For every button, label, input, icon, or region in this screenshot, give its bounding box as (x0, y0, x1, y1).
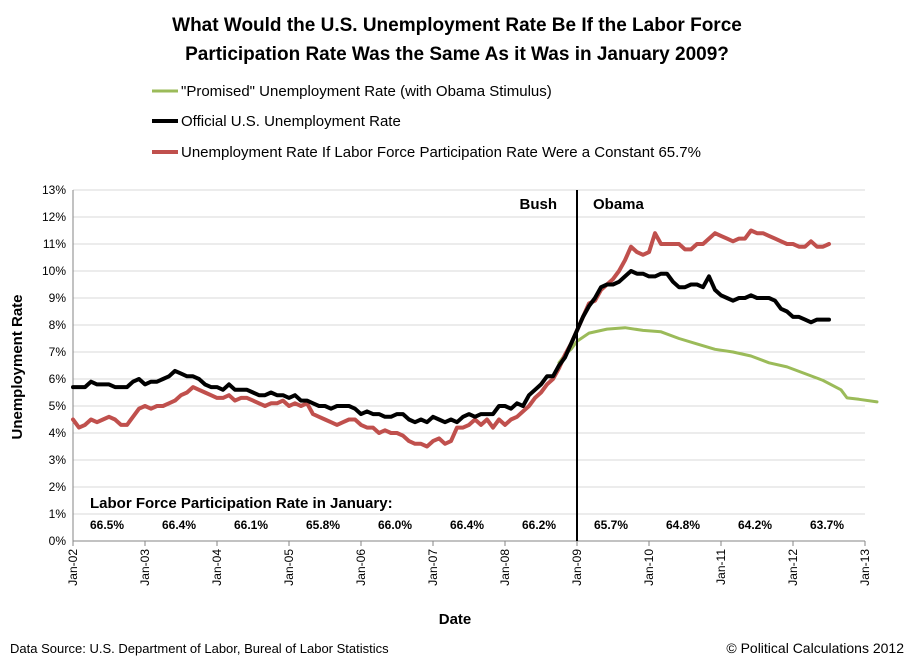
series-line-2 (71, 228, 831, 449)
lfpr-value: 63.7% (810, 518, 844, 532)
y-tick-label: 11% (43, 237, 66, 251)
legend-label-1: Official U.S. Unemployment Rate (181, 113, 401, 130)
x-tick-label: Jan-11 (714, 549, 728, 585)
y-tick-label: 2% (49, 480, 67, 494)
lfpr-value: 66.4% (450, 518, 484, 532)
gridlines (72, 189, 865, 542)
lfpr-value: 66.2% (522, 518, 556, 532)
x-tick-label: Jan-03 (138, 549, 152, 586)
lfpr-value: 66.5% (90, 518, 124, 532)
x-tick-label: Jan-05 (282, 549, 296, 586)
lfpr-title: Labor Force Participation Rate in Januar… (90, 495, 393, 512)
y-tick-label: 10% (42, 264, 66, 278)
era-label-obama: Obama (593, 196, 645, 213)
lfpr-annotation: Labor Force Participation Rate in Januar… (90, 495, 844, 532)
y-tick-label: 1% (49, 507, 67, 521)
lfpr-value: 66.1% (234, 518, 268, 532)
y-tick-label: 6% (49, 372, 67, 386)
x-tick-label: Jan-06 (354, 549, 368, 586)
x-tick-label: Jan-02 (66, 549, 80, 586)
y-tick-label: 0% (49, 534, 67, 548)
copyright-note: © Political Calculations 2012 (726, 640, 904, 656)
x-tick-label: Jan-09 (570, 549, 584, 586)
series-layer (71, 228, 879, 449)
legend-label-0: "Promised" Unemployment Rate (with Obama… (181, 83, 552, 100)
x-axis-title: Date (439, 611, 472, 628)
x-tick-label: Jan-08 (498, 549, 512, 586)
lfpr-value: 66.4% (162, 518, 196, 532)
x-tick-label: Jan-10 (642, 549, 656, 586)
y-tick-label: 5% (49, 399, 67, 413)
y-tick-label: 8% (49, 318, 67, 332)
chart-title-line-2: Participation Rate Was the Same As it Wa… (185, 44, 729, 65)
y-axis-ticks: 0% 1% 2% 3% 4% 5% 6% 7% 8% 9% 10% 11% 12% 13% (42, 183, 66, 548)
x-tick-label: Jan-12 (786, 549, 800, 586)
y-tick-label: 7% (49, 345, 67, 359)
y-tick-label: 4% (49, 426, 67, 440)
legend: "Promised" Unemployment Rate (with Obama… (152, 83, 701, 161)
x-tick-label: Jan-13 (858, 549, 872, 586)
chart-title-line-1: What Would the U.S. Unemployment Rate Be… (172, 15, 742, 36)
lfpr-value: 64.2% (738, 518, 772, 532)
era-divider: Bush Obama (520, 190, 645, 541)
x-tick-label: Jan-04 (210, 549, 224, 586)
series-line-0 (557, 326, 879, 404)
y-tick-label: 9% (49, 291, 67, 305)
y-tick-label: 12% (42, 210, 66, 224)
x-axis-ticks: Jan-02 Jan-03 Jan-04 Jan-05 Jan-06 Jan-07 Jan-… (66, 541, 872, 586)
lfpr-value: 64.8% (666, 518, 700, 532)
x-tick-label: Jan-07 (426, 549, 440, 586)
lfpr-value: 66.0% (378, 518, 412, 532)
era-label-bush: Bush (520, 196, 558, 213)
y-tick-label: 3% (49, 453, 67, 467)
y-tick-label: 13% (42, 183, 66, 197)
legend-label-2: Unemployment Rate If Labor Force Partici… (181, 144, 701, 161)
data-source-note: Data Source: U.S. Department of Labor, B… (10, 641, 389, 656)
series-line-1 (71, 269, 831, 425)
y-axis-title: Unemployment Rate (9, 294, 26, 439)
lfpr-value: 65.7% (594, 518, 628, 532)
lfpr-value: 65.8% (306, 518, 340, 532)
